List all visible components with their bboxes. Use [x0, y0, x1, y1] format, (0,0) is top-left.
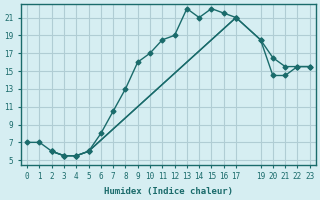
X-axis label: Humidex (Indice chaleur): Humidex (Indice chaleur) — [104, 187, 233, 196]
